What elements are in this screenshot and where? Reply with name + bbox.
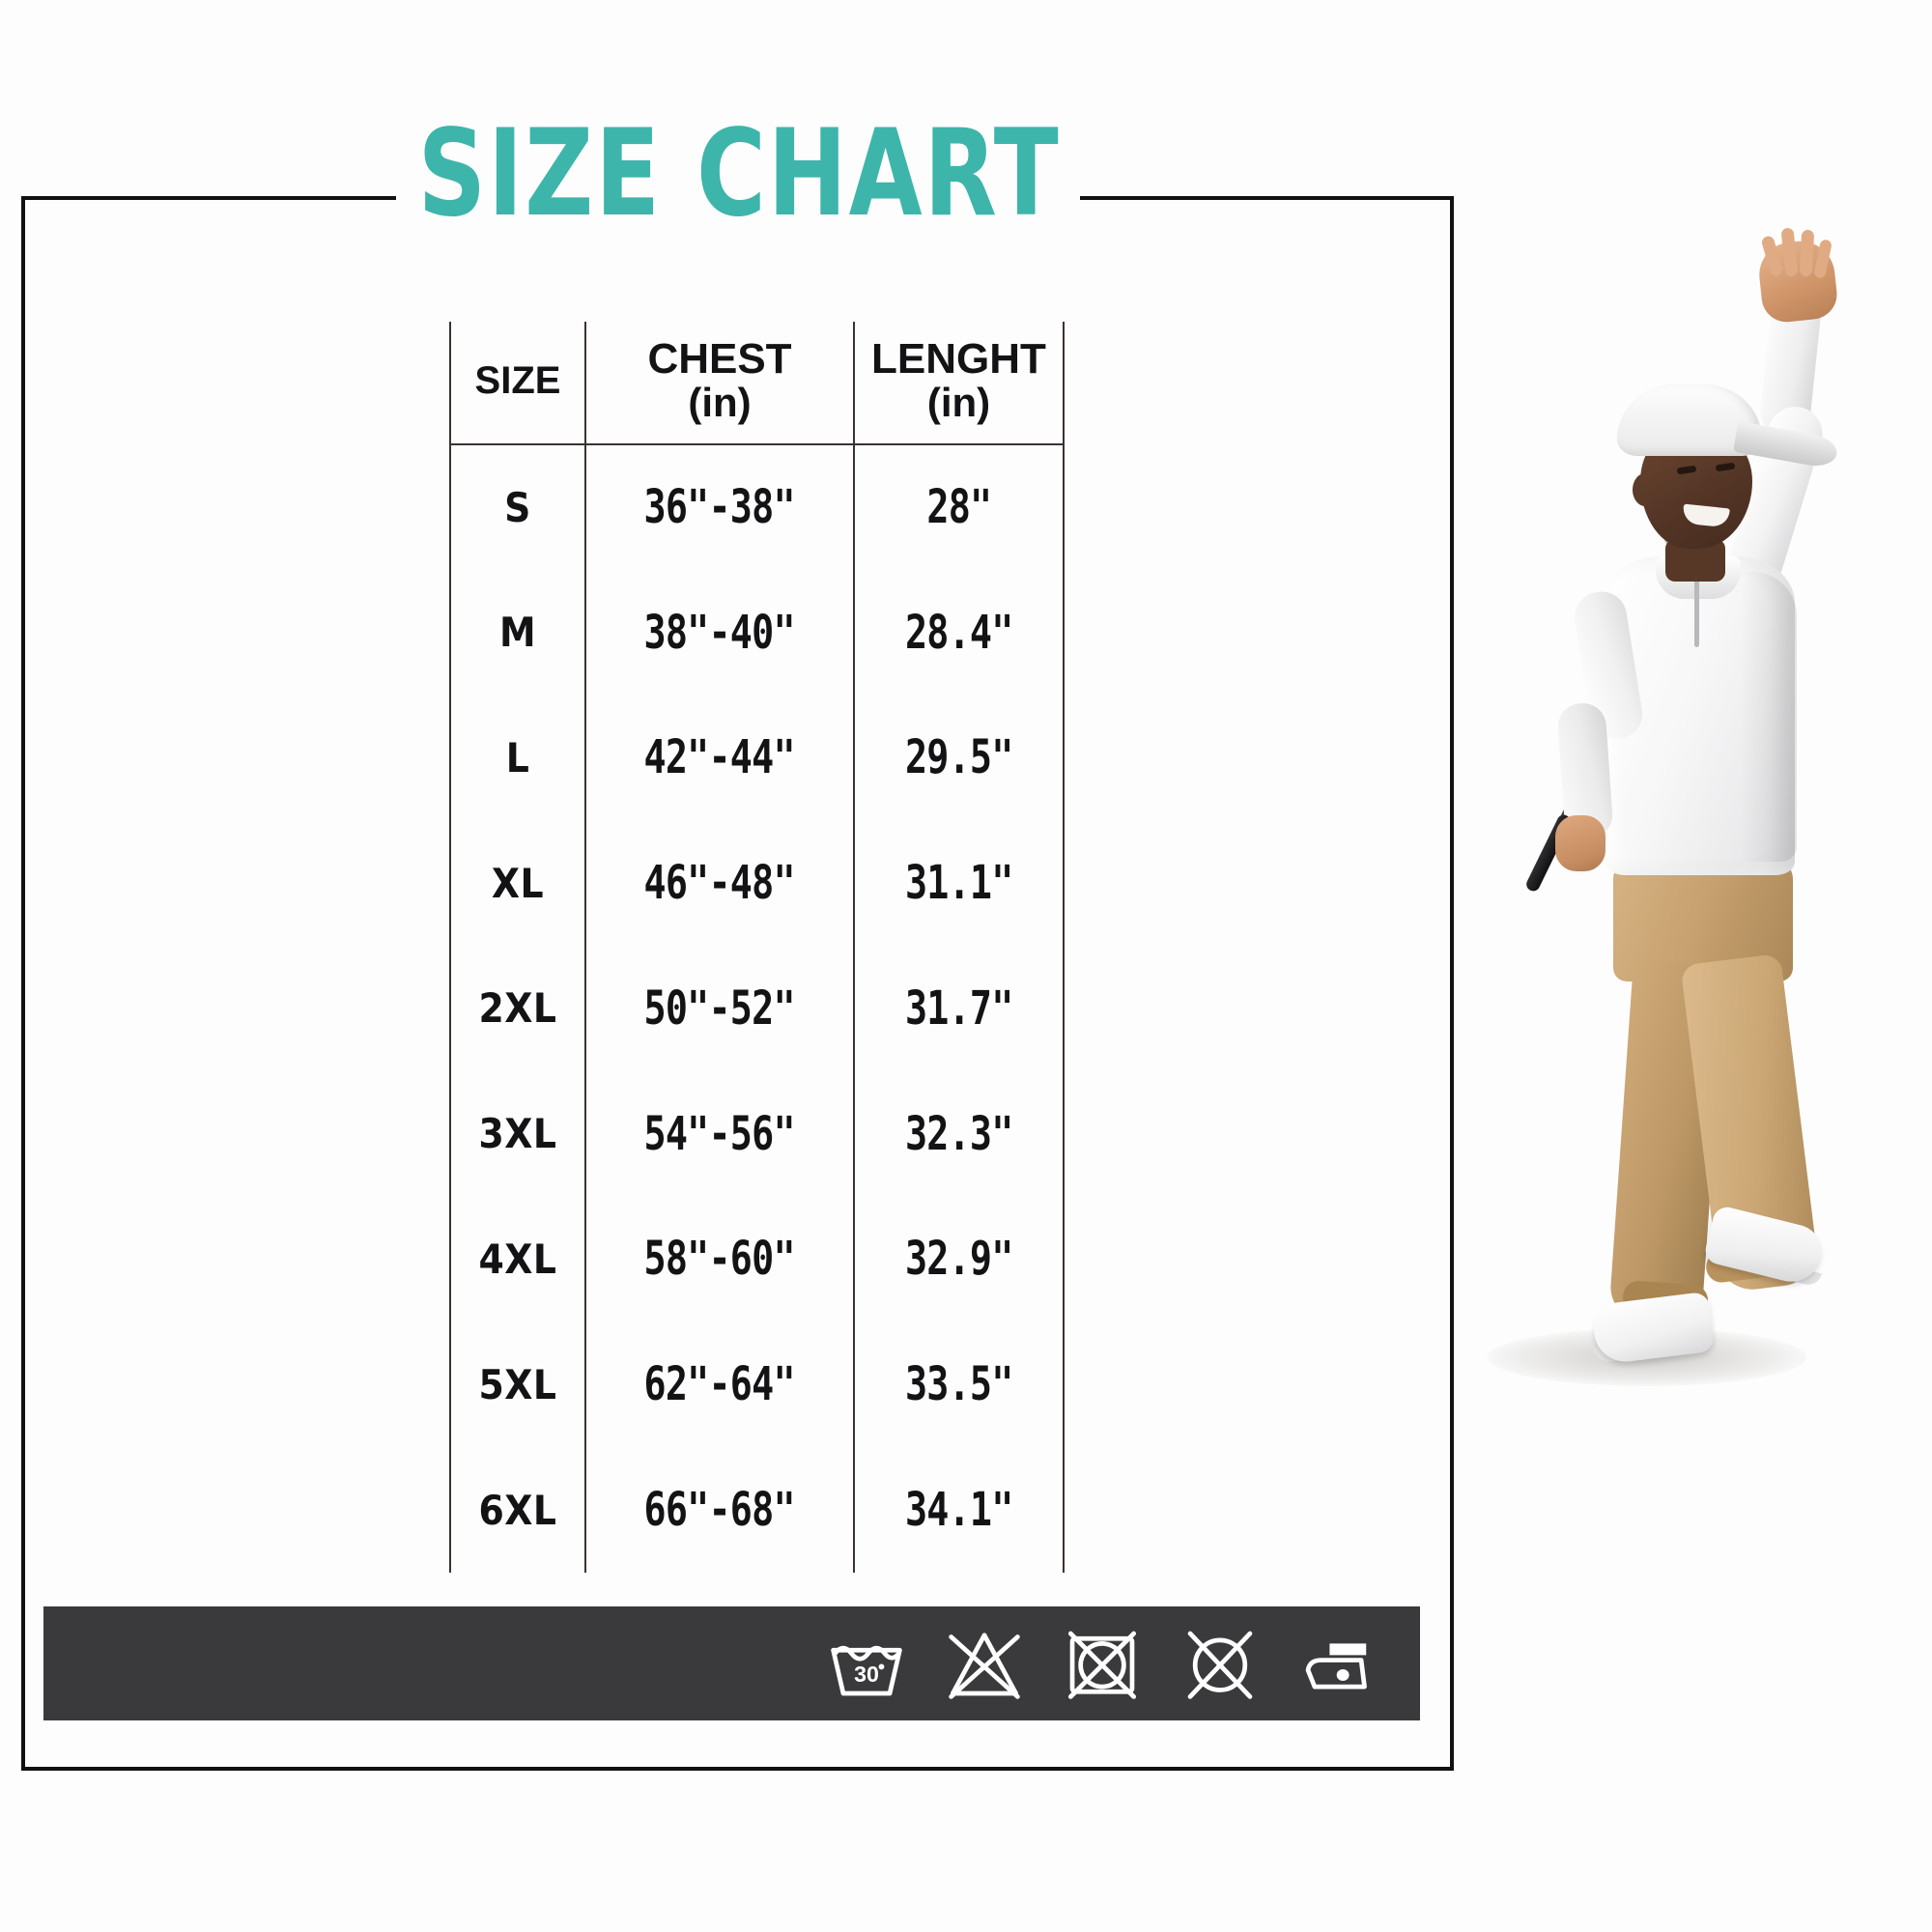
cell-size-value: XL <box>491 859 545 907</box>
cell-size-value: 5XL <box>478 1360 557 1408</box>
cell-length-value: 31.1" <box>904 856 1013 911</box>
cell-size: XL <box>449 820 586 947</box>
size-table-header-row: SIZE CHEST (in) LENGHT (in) <box>449 322 1065 445</box>
cell-size-value: S <box>504 483 531 531</box>
table-row: 4XL 58"-60" 32.9" <box>449 1196 1065 1322</box>
care-instructions-bar: 30 <box>43 1606 1420 1720</box>
cell-chest: 58"-60" <box>584 1196 855 1322</box>
cell-chest: 36"-38" <box>584 444 855 570</box>
cell-chest: 46"-48" <box>584 820 855 947</box>
size-table: SIZE CHEST (in) LENGHT (in) S 36"-38" 28" M… <box>449 322 1065 1573</box>
cell-chest-value: 58"-60" <box>643 1232 796 1287</box>
cell-chest-value: 54"-56" <box>643 1106 796 1161</box>
cell-chest: 62"-64" <box>584 1321 855 1448</box>
size-table-body: S 36"-38" 28" M 38"-40" 28.4" L 42"-44" 29.5" XL 4… <box>449 444 1065 1573</box>
frame-border-left <box>21 196 25 1771</box>
cell-chest: 42"-44" <box>584 695 855 821</box>
cell-size: 6XL <box>449 1447 586 1573</box>
cell-size: 5XL <box>449 1321 586 1448</box>
cell-length: 31.1" <box>853 820 1065 947</box>
frame-border-right <box>1450 196 1454 1771</box>
waving-finger <box>1799 229 1815 277</box>
quarter-zip <box>1694 566 1699 647</box>
cell-length: 33.5" <box>853 1321 1065 1448</box>
cell-length: 31.7" <box>853 946 1065 1071</box>
page-title: SIZE CHART <box>417 104 1061 243</box>
table-row: S 36"-38" 28" <box>449 444 1065 570</box>
cell-chest-value: 66"-68" <box>643 1483 796 1538</box>
frame-border-top-right <box>1080 196 1454 200</box>
cell-chest: 50"-52" <box>584 946 855 1071</box>
table-row: 3XL 54"-56" 32.3" <box>449 1070 1065 1197</box>
cell-chest: 54"-56" <box>584 1070 855 1197</box>
cell-chest-value: 36"-38" <box>643 480 796 535</box>
cell-length: 28" <box>853 444 1065 570</box>
cell-size-value: L <box>505 733 530 781</box>
cell-chest-value: 46"-48" <box>643 856 796 911</box>
wash-temperature-text: 30 <box>854 1662 879 1687</box>
table-row: M 38"-40" 28.4" <box>449 569 1065 696</box>
machine-wash-30-icon: 30 <box>831 1645 902 1696</box>
gripping-hand <box>1555 815 1605 871</box>
cell-length: 34.1" <box>853 1447 1065 1573</box>
cell-length-value: 29.5" <box>904 730 1013 785</box>
table-row: 5XL 62"-64" 33.5" <box>449 1321 1065 1448</box>
size-table-container: SIZE CHEST (in) LENGHT (in) S 36"-38" 28" M… <box>449 322 1065 1573</box>
cell-length: 32.9" <box>853 1196 1065 1322</box>
column-header-length-label: LENGHT <box>871 335 1046 383</box>
cell-length-value: 28" <box>926 480 992 535</box>
cell-size: 2XL <box>449 946 586 1071</box>
column-header-chest-unit: (in) <box>688 380 752 425</box>
table-row: L 42"-44" 29.5" <box>449 695 1065 821</box>
cell-size-value: 4XL <box>478 1235 557 1283</box>
cell-length-value: 32.3" <box>904 1106 1013 1161</box>
column-header-chest-label: CHEST <box>647 335 792 383</box>
cell-length: 29.5" <box>853 695 1065 821</box>
column-header-length-unit: (in) <box>926 380 991 425</box>
cell-length: 28.4" <box>853 569 1065 696</box>
cell-chest-value: 62"-64" <box>643 1357 796 1412</box>
table-row: XL 46"-48" 31.1" <box>449 820 1065 947</box>
size-table-head: SIZE CHEST (in) LENGHT (in) <box>449 322 1065 445</box>
cell-chest-value: 50"-52" <box>643 980 796 1036</box>
do-not-bleach-icon <box>949 1633 1020 1699</box>
cell-size: S <box>449 444 586 570</box>
cell-chest: 66"-68" <box>584 1447 855 1573</box>
frame-border-bottom <box>21 1767 1454 1771</box>
cell-chest: 38"-40" <box>584 569 855 696</box>
cell-chest-value: 38"-40" <box>643 605 796 660</box>
cell-size-value: 2XL <box>478 984 557 1033</box>
cell-length-value: 33.5" <box>904 1357 1013 1412</box>
cell-length-value: 34.1" <box>904 1483 1013 1538</box>
frame-border-top-left <box>21 196 396 200</box>
cell-size-value: 6XL <box>478 1486 557 1534</box>
cell-length-value: 31.7" <box>904 980 1013 1036</box>
column-header-chest: CHEST (in) <box>584 322 855 445</box>
cell-size: 3XL <box>449 1070 586 1197</box>
do-not-dry-clean-icon <box>1187 1631 1253 1699</box>
cell-length-value: 32.9" <box>904 1232 1013 1287</box>
table-row: 2XL 50"-52" 31.7" <box>449 946 1065 1071</box>
do-not-tumble-dry-icon <box>1067 1631 1137 1699</box>
cell-length-value: 28.4" <box>904 605 1013 660</box>
cell-size-value: 3XL <box>478 1110 557 1158</box>
column-header-size: SIZE <box>449 322 586 445</box>
cell-size-value: M <box>498 609 537 657</box>
column-header-length: LENGHT (in) <box>853 322 1065 445</box>
product-photo <box>1459 227 1922 1604</box>
iron-low-heat-icon <box>1305 1643 1367 1690</box>
cell-size: M <box>449 569 586 696</box>
cell-length: 32.3" <box>853 1070 1065 1197</box>
cell-size: L <box>449 695 586 821</box>
shirt-shading <box>1741 572 1797 862</box>
table-row: 6XL 66"-68" 34.1" <box>449 1447 1065 1573</box>
cell-chest-value: 42"-44" <box>643 730 796 785</box>
cell-size: 4XL <box>449 1196 586 1322</box>
